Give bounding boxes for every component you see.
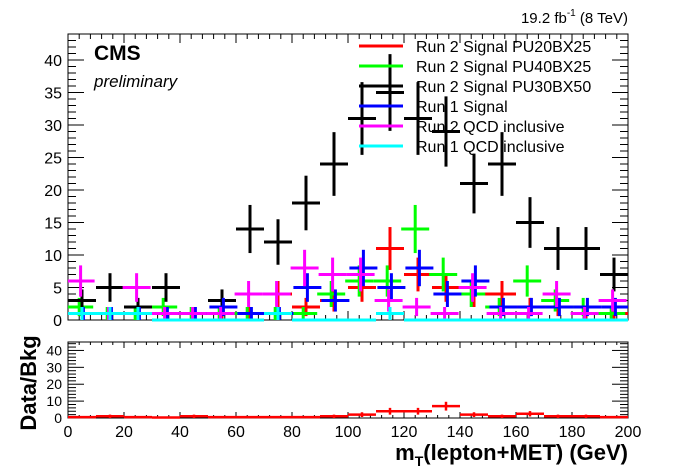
legend-label: Run 2 Signal PU40BX25	[416, 59, 591, 76]
x-tick-label: 160	[503, 424, 530, 441]
series-group	[68, 307, 628, 322]
main-y-tick-label: 20	[44, 183, 62, 200]
x-tick-label: 120	[391, 424, 418, 441]
ratio-plot-frame	[67, 341, 629, 419]
lumi-exponent: -1	[567, 8, 576, 19]
ratio-y-tick-label: 0	[54, 410, 62, 426]
legend-item: Run 2 Signal PU30BX50	[359, 79, 591, 96]
x-tick-label: 20	[115, 424, 133, 441]
ratio-y-tick-label: 10	[46, 393, 62, 409]
x-tick-label: 180	[559, 424, 586, 441]
legend-item: Run 2 QCD inclusive	[359, 119, 565, 136]
main-y-tick-label: 35	[44, 86, 62, 103]
x-tick-label: 100	[335, 424, 362, 441]
ratio-y-tick-label: 20	[46, 376, 62, 392]
x-tick-label: 40	[171, 424, 189, 441]
x-tick-label: 80	[283, 424, 301, 441]
ratio-y-tick-label: 40	[46, 342, 62, 358]
ratio-y-tick-label: 30	[46, 359, 62, 375]
lumi-main: 19.2 fb	[521, 10, 567, 27]
luminosity-label: 19.2 fb-1 (8 TeV)	[521, 8, 628, 27]
ratio-axis-ticks	[67, 342, 629, 419]
lumi-energy: (8 TeV)	[576, 10, 628, 27]
x-axis-title-main: m	[395, 440, 415, 465]
x-axis-title: mT(lepton+MET) (GeV)	[395, 440, 628, 469]
ratio-y-axis-title: Data/Bkg	[16, 335, 41, 430]
legend-label: Run 2 Signal PU30BX50	[416, 79, 591, 96]
series-group	[68, 249, 627, 320]
experiment-label: CMS	[94, 42, 141, 65]
x-tick-label: 140	[447, 424, 474, 441]
series-group	[68, 54, 628, 320]
legend-item: Run 1 Signal	[359, 99, 508, 116]
main-y-tick-label: 15	[44, 216, 62, 233]
main-y-tick-label: 25	[44, 151, 62, 168]
main-y-tick-label: 0	[53, 313, 62, 330]
ratio-data-marks	[68, 401, 628, 419]
legend-item: Run 2 Signal PU20BX25	[359, 39, 591, 56]
main-y-tick-label: 10	[44, 248, 62, 265]
legend-label: Run 1 QCD inclusive	[416, 139, 565, 156]
legend-label: Run 2 Signal PU20BX25	[416, 39, 591, 56]
status-label: preliminary	[93, 72, 179, 91]
x-tick-label: 0	[64, 424, 73, 441]
x-tick-label: 200	[615, 424, 642, 441]
x-tick-label: 60	[227, 424, 245, 441]
series-group	[69, 249, 628, 320]
main-data-marks	[68, 54, 628, 322]
x-tick-labels: 0 20 40 60 80 100 120 140 160 180 200	[64, 424, 642, 441]
legend-item: Run 1 QCD inclusive	[359, 139, 565, 156]
main-y-tick-label: 5	[53, 281, 62, 298]
main-y-tick-label: 30	[44, 118, 62, 135]
main-y-tick-labels: 0 5 10 15 20 25 30 35 40	[44, 53, 62, 330]
legend-label: Run 2 QCD inclusive	[416, 119, 565, 136]
legend-label: Run 1 Signal	[416, 99, 508, 116]
x-axis-title-sub: T	[415, 453, 424, 469]
x-axis-title-rest: (lepton+MET) (GeV)	[423, 440, 628, 465]
main-y-tick-label: 40	[44, 53, 62, 70]
legend-item: Run 2 Signal PU40BX25	[359, 59, 591, 76]
legend: Run 2 Signal PU20BX25 Run 2 Signal PU40BX…	[359, 39, 591, 156]
